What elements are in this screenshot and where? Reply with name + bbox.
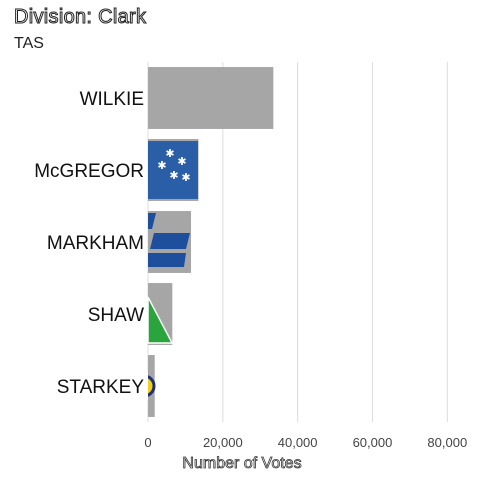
category-label-shaw: SHAW <box>88 305 144 326</box>
category-label-wilkie: WILKIE <box>80 89 144 110</box>
svg-text:✱: ✱ <box>157 160 166 172</box>
liberal-party-logo <box>148 213 190 268</box>
svg-text:✱: ✱ <box>181 172 190 184</box>
x-tick-label-1: 20,000 <box>203 435 243 450</box>
x-axis-label: Number of Votes <box>182 455 301 472</box>
x-tick-label-2: 40,000 <box>278 435 318 450</box>
x-tick-label-4: 80,000 <box>427 435 467 450</box>
category-label-starkey: STARKEY <box>57 377 145 398</box>
svg-text:✱: ✱ <box>177 156 186 168</box>
chart-subtitle: TAS <box>14 35 44 52</box>
svg-text:✱: ✱ <box>165 148 174 160</box>
category-label-markham: MARKHAM <box>47 233 144 254</box>
x-tick-label-0: 0 <box>144 435 151 450</box>
southern-cross-flag-logo: ✱✱✱✱ ✱ <box>148 141 198 199</box>
category-label-mcgregor: McGREGOR <box>34 161 144 182</box>
svg-text:✱: ✱ <box>169 170 178 182</box>
greens-logo <box>147 296 174 344</box>
bar-wilkie <box>148 67 274 129</box>
yellow-circle-party-logo <box>128 372 156 400</box>
x-tick-label-3: 60,000 <box>353 435 393 450</box>
chart-title: Division: Clark <box>13 6 147 29</box>
